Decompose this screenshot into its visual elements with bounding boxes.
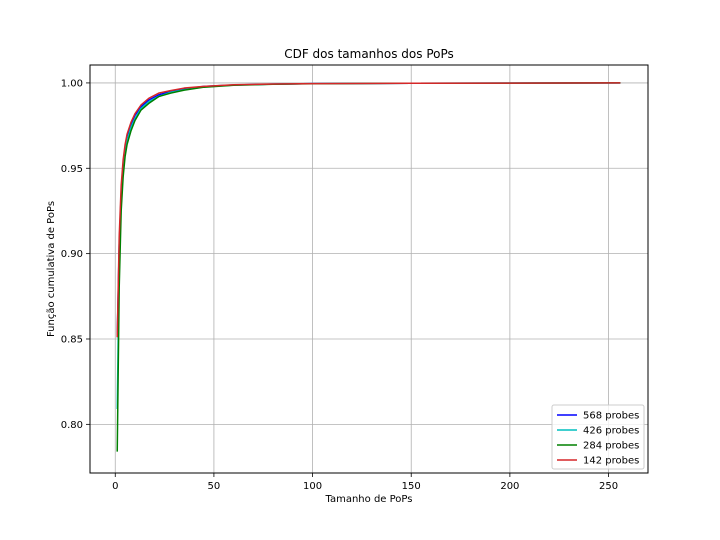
chart-title: CDF dos tamanhos dos PoPs [284,47,454,61]
legend: 568 probes 426 probes 284 probes 142 probes [551,404,645,470]
series-lines [116,82,621,452]
y-tick-label: 0.80 [61,420,83,431]
legend-label: 426 probes [583,426,639,437]
x-tick-label: 0 [112,481,118,492]
y-tick-label: 0.95 [61,164,83,175]
legend-label: 284 probes [583,441,639,452]
plot-frame [89,64,649,474]
y-tick-label: 0.90 [61,249,83,260]
legend-box [551,404,645,470]
legend-label: 568 probes [583,411,639,422]
legend-label: 142 probes [583,456,639,467]
x-tick-label: 50 [208,481,221,492]
y-tick-label: 0.85 [61,334,83,345]
x-tick-label: 250 [599,481,618,492]
x-axis-label: Tamanho de PoPs [325,494,413,505]
x-tick-label: 200 [500,481,519,492]
axis-ticks: 0 50 100 150 200 250 0.80 0.85 0.90 0.95 1.00 [61,78,618,492]
y-axis-label: Função cumulativa de PoPs [46,201,57,337]
x-tick-label: 100 [303,481,322,492]
y-tick-label: 1.00 [61,78,83,89]
x-tick-label: 150 [402,481,421,492]
series-line-142-probes [116,82,621,338]
